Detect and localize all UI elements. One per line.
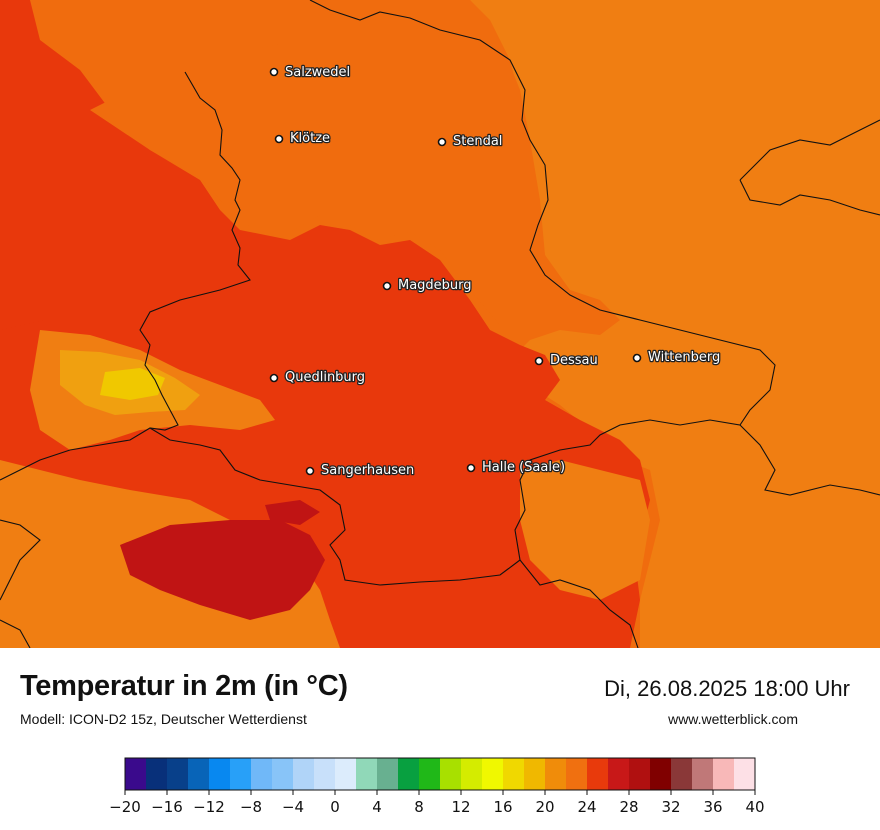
city-marker-icon	[534, 356, 544, 366]
city-label: Klötze	[290, 131, 330, 146]
city-label: Magdeburg	[398, 278, 472, 293]
legend-swatch	[377, 758, 399, 790]
legend-tick-label: 24	[577, 798, 596, 816]
legend-swatch	[230, 758, 252, 790]
temperature-map: Salzwedel Klötze Stendal Magdeburg Dessa…	[0, 0, 880, 648]
legend-tick-label: 40	[745, 798, 764, 816]
legend-swatch	[734, 758, 756, 790]
model-source: Modell: ICON-D2 15z, Deutscher Wetterdie…	[20, 711, 307, 727]
legend-swatch	[650, 758, 672, 790]
legend-swatch	[356, 758, 378, 790]
legend-swatch	[440, 758, 462, 790]
legend-tick-label: −20	[109, 798, 141, 816]
temp-zone-22-southeast	[520, 460, 650, 600]
legend-tick-label: −12	[193, 798, 225, 816]
city-kloetze: Klötze	[274, 130, 331, 147]
legend-tick-label: 8	[414, 798, 424, 816]
legend-swatch	[209, 758, 231, 790]
legend-swatch	[146, 758, 168, 790]
legend-swatch	[482, 758, 504, 790]
legend-swatch	[608, 758, 630, 790]
city-marker-icon	[632, 353, 642, 363]
city-marker-icon	[269, 373, 279, 383]
city-marker-icon	[305, 466, 315, 476]
legend-frame	[124, 757, 756, 791]
temp-zone-24-west	[0, 60, 70, 330]
city-halle: Halle (Saale)	[466, 459, 566, 476]
map-canvas: Salzwedel Klötze Stendal Magdeburg Dessa…	[0, 0, 880, 648]
legend-swatch	[587, 758, 609, 790]
legend-swatch	[167, 758, 189, 790]
legend-swatch	[398, 758, 420, 790]
city-marker-icon	[269, 67, 279, 77]
legend-swatch	[692, 758, 714, 790]
map-title: Temperatur in 2m (in °C)	[20, 670, 348, 702]
legend-tick-label: 32	[661, 798, 680, 816]
legend-tick-label: 12	[451, 798, 470, 816]
legend-swatch	[461, 758, 483, 790]
legend-swatch	[713, 758, 735, 790]
legend-swatch	[524, 758, 546, 790]
city-label: Stendal	[453, 134, 502, 149]
city-label: Salzwedel	[285, 65, 350, 80]
temp-zone-18-harz-peak	[100, 368, 165, 400]
legend-swatch	[503, 758, 525, 790]
legend-ticks: −20 −16 −12 −8 −4 0 4 8 12 16 20 24 28 32 36 40	[109, 790, 765, 816]
city-marker-icon	[382, 281, 392, 291]
state-borders	[0, 0, 880, 648]
legend-swatch	[293, 758, 315, 790]
city-label: Wittenberg	[648, 350, 720, 365]
legend-tick-label: 16	[493, 798, 512, 816]
legend-swatch	[125, 758, 147, 790]
temp-zone-28-small	[265, 500, 320, 525]
legend-tick-label: 20	[535, 798, 554, 816]
legend-swatch	[251, 758, 273, 790]
temp-zone-26-north	[90, 0, 560, 335]
legend-tick-label: 4	[372, 798, 382, 816]
city-sangerhausen: Sangerhausen	[305, 462, 416, 479]
legend-tick-label: 36	[703, 798, 722, 816]
city-quedlinburg: Quedlinburg	[269, 369, 366, 386]
city-marker-icon	[274, 134, 284, 144]
city-marker-icon	[437, 137, 447, 147]
legend-swatch	[671, 758, 693, 790]
legend-swatch	[566, 758, 588, 790]
legend-tick-label: −4	[282, 798, 304, 816]
legend-swatches	[125, 758, 756, 790]
temp-zone-24-central	[0, 0, 650, 648]
legend-swatch	[629, 758, 651, 790]
city-dessau: Dessau	[534, 352, 599, 369]
city-label: Halle (Saale)	[482, 460, 565, 475]
legend-swatch	[272, 758, 294, 790]
city-salzwedel: Salzwedel	[269, 64, 351, 81]
legend-swatch	[314, 758, 336, 790]
city-label: Dessau	[550, 353, 598, 368]
city-wittenberg: Wittenberg	[632, 349, 722, 366]
temp-zone-28-south	[120, 520, 325, 620]
city-label: Sangerhausen	[321, 463, 414, 478]
legend-tick-label: −16	[151, 798, 183, 816]
map-footer: Temperatur in 2m (in °C) Modell: ICON-D2…	[0, 648, 880, 830]
city-stendal: Stendal	[437, 133, 504, 150]
color-legend: −20 −16 −12 −8 −4 0 4 8 12 16 20 24 28 32 36 40	[109, 757, 765, 816]
legend-tick-label: 28	[619, 798, 638, 816]
legend-tick-label: −8	[240, 798, 262, 816]
city-marker-icon	[466, 463, 476, 473]
legend-swatch	[545, 758, 567, 790]
city-magdeburg: Magdeburg	[382, 277, 473, 294]
forecast-datetime: Di, 26.08.2025 18:00 Uhr	[604, 676, 850, 701]
website-link[interactable]: www.wetterblick.com	[668, 711, 798, 727]
legend-swatch	[335, 758, 357, 790]
temp-zone-22-east	[470, 0, 880, 648]
legend-swatch	[188, 758, 210, 790]
legend-swatch	[419, 758, 441, 790]
legend-tick-label: 0	[330, 798, 340, 816]
city-label: Quedlinburg	[285, 370, 365, 385]
